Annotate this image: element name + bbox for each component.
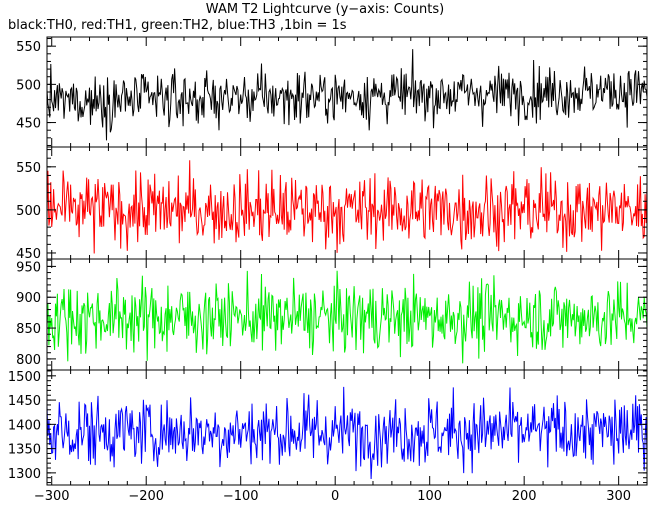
y-tick-label: 800	[16, 353, 41, 368]
y-tick-label: 550	[16, 40, 41, 55]
y-tick-label: 950	[16, 260, 41, 275]
y-tick-label: 500	[16, 204, 41, 219]
y-tick-label: 1450	[8, 394, 41, 409]
x-tick-label: 0	[331, 489, 339, 504]
series-line-th2	[47, 270, 647, 364]
chart-title: WAM T2 Lightcurve (y−axis: Counts)	[205, 2, 445, 17]
x-tick-label: −300	[34, 489, 70, 504]
y-tick-label: 1400	[8, 418, 41, 433]
x-tick-label: 200	[512, 489, 537, 504]
x-tick-label: −100	[223, 489, 259, 504]
y-tick-label: 1500	[8, 370, 41, 385]
x-tick-label: 300	[606, 489, 631, 504]
series-line-th1	[47, 160, 647, 254]
panel-frame	[46, 369, 648, 486]
chart-subtitle: black:TH0, red:TH1, green:TH2, blue:TH3 …	[8, 18, 347, 33]
y-tick-label: 1350	[8, 443, 41, 458]
y-tick-label: 850	[16, 322, 41, 337]
series-line-th0	[47, 49, 647, 141]
x-tick-label: −200	[128, 489, 164, 504]
y-tick-label: 1300	[8, 467, 41, 482]
y-tick-label: 550	[16, 161, 41, 176]
y-tick-label: 450	[16, 117, 41, 132]
y-tick-label: 900	[16, 291, 41, 306]
x-tick-label: 100	[417, 489, 442, 504]
y-tick-label: 450	[16, 247, 41, 262]
series-line-th3	[47, 386, 647, 480]
y-tick-label: 500	[16, 78, 41, 93]
